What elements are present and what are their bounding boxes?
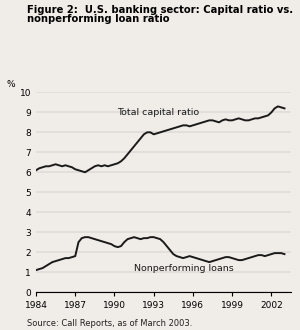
Text: Figure 2:  U.S. banking sector: Capital ratio vs.: Figure 2: U.S. banking sector: Capital r…	[27, 5, 293, 15]
Text: %: %	[7, 81, 15, 89]
Text: Total capital ratio: Total capital ratio	[117, 108, 199, 117]
Text: nonperforming loan ratio: nonperforming loan ratio	[27, 14, 170, 24]
Text: Source: Call Reports, as of March 2003.: Source: Call Reports, as of March 2003.	[27, 319, 192, 328]
Text: Nonperforming loans: Nonperforming loans	[134, 264, 234, 273]
